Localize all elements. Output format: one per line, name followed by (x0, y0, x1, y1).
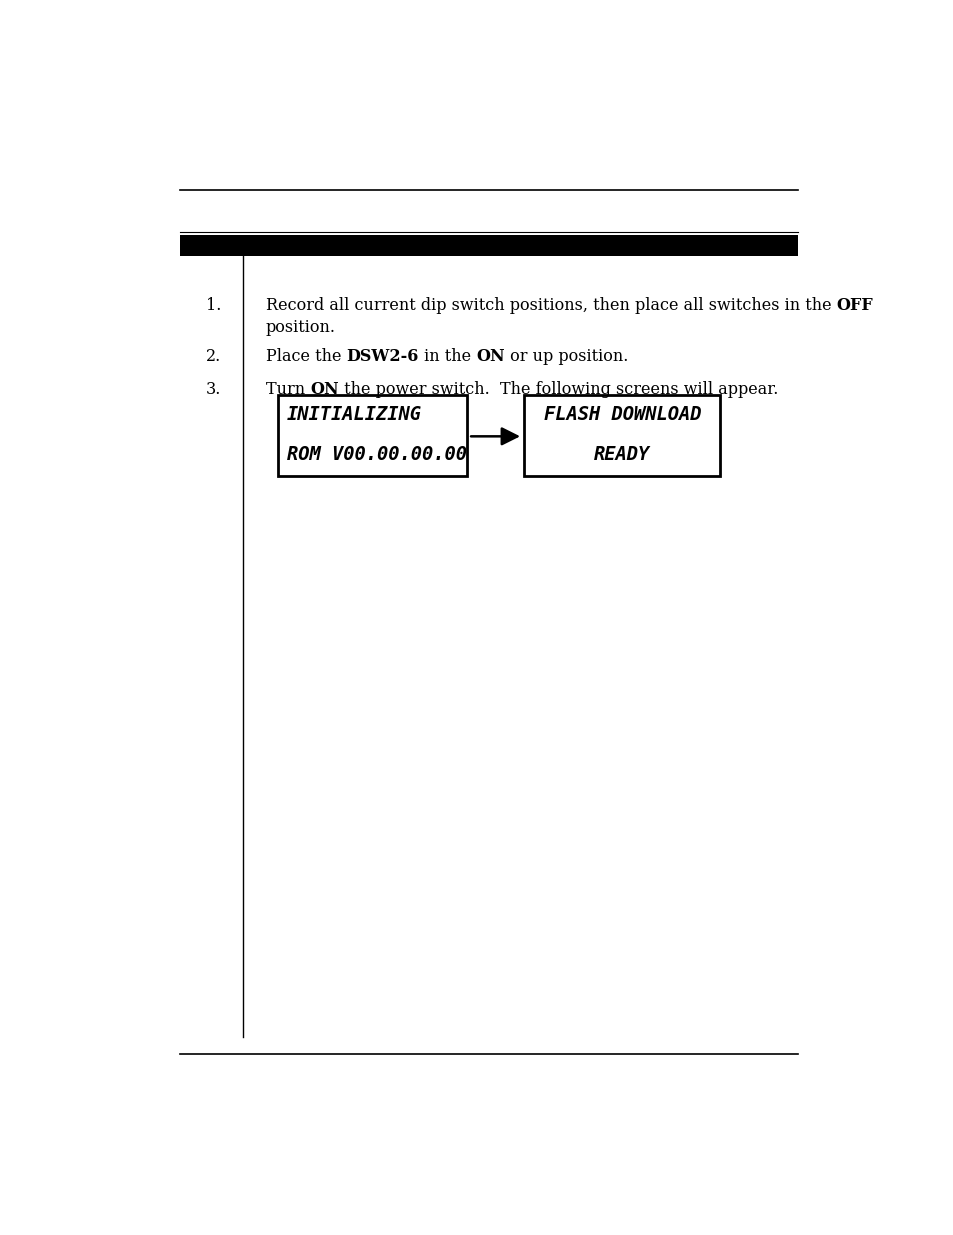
Bar (278, 395, 466, 477)
Text: FLASH DOWNLOAD: FLASH DOWNLOAD (543, 405, 700, 424)
Text: in the: in the (418, 348, 476, 364)
Text: ON: ON (476, 348, 504, 364)
Text: 3.: 3. (206, 382, 221, 398)
Bar (180, 235, 797, 256)
Text: Place the: Place the (265, 348, 346, 364)
Text: Record all current dip switch positions, then place all switches in the: Record all current dip switch positions,… (265, 298, 836, 315)
Text: INITIALIZING: INITIALIZING (287, 405, 421, 424)
Text: the power switch.  The following screens will appear.: the power switch. The following screens … (338, 382, 777, 398)
Text: ROM V00.00.00.00: ROM V00.00.00.00 (287, 445, 467, 464)
Text: ON: ON (310, 382, 338, 398)
Text: 1.: 1. (206, 298, 221, 315)
Text: Turn: Turn (265, 382, 310, 398)
Text: position.: position. (265, 320, 335, 336)
Text: DSW2-6: DSW2-6 (346, 348, 418, 364)
Text: OFF: OFF (836, 298, 872, 315)
Text: 2.: 2. (206, 348, 221, 364)
Text: or up position.: or up position. (504, 348, 627, 364)
Bar (524, 395, 720, 477)
Text: READY: READY (594, 445, 650, 464)
